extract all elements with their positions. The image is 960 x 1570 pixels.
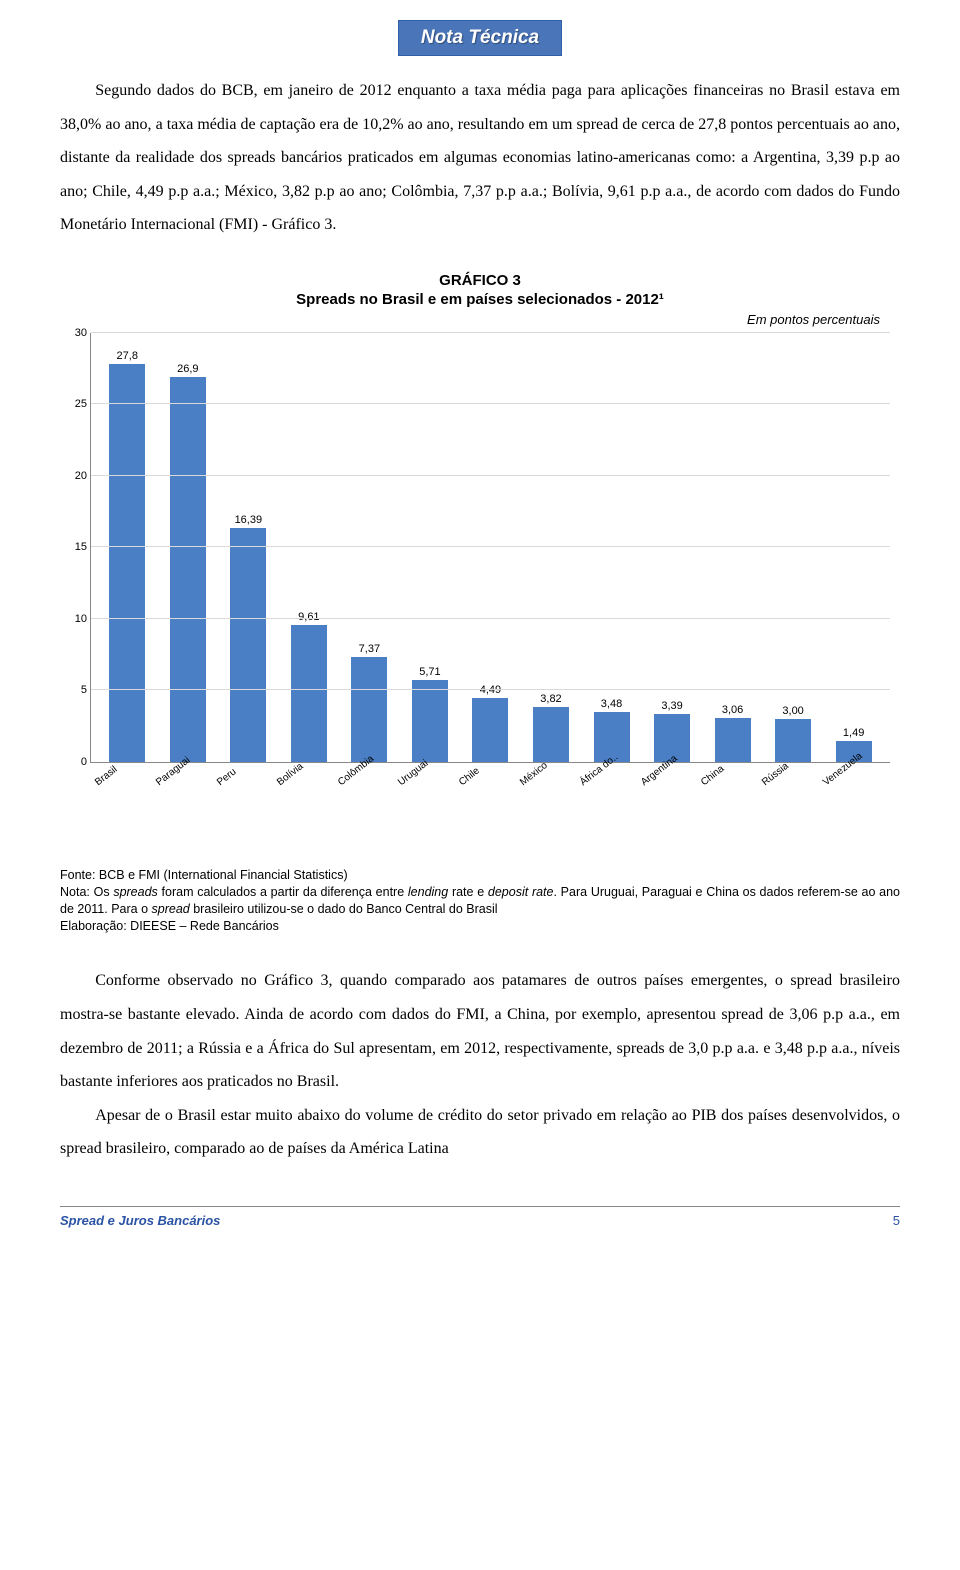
gridline [91, 332, 890, 333]
bar-value-label: 26,9 [177, 363, 198, 375]
bar-column: 5,71 [400, 666, 460, 762]
gridline [91, 546, 890, 547]
bars-group: 27,8 26,9 16,39 9,61 7,37 5,71 4,49 3,82 3,48 3,3… [91, 333, 890, 762]
gridline [91, 689, 890, 690]
source-block: Fonte: BCB e FMI (International Financia… [60, 867, 900, 935]
chart-title: GRÁFICO 3 [60, 272, 900, 289]
y-tick-label: 20 [63, 470, 87, 482]
source-line-1: Fonte: BCB e FMI (International Financia… [60, 867, 900, 884]
bar-value-label: 3,00 [782, 705, 803, 717]
bar-value-label: 3,06 [722, 704, 743, 716]
bar-column: 7,37 [339, 643, 399, 762]
y-tick-label: 30 [63, 327, 87, 339]
bar-value-label: 3,39 [661, 700, 682, 712]
page-footer: Spread e Juros Bancários 5 [60, 1206, 900, 1228]
source-line-2: Nota: Os spreads foram calculados a part… [60, 884, 900, 918]
bar-value-label: 3,48 [601, 698, 622, 710]
bar-value-label: 3,82 [540, 693, 561, 705]
y-tick-label: 5 [63, 684, 87, 696]
chart-unit-label: Em pontos percentuais [60, 312, 880, 327]
para2-text: Conforme observado no Gráfico 3, quando … [60, 964, 900, 1098]
bar [109, 364, 145, 762]
bar [170, 377, 206, 762]
bar-value-label: 1,49 [843, 727, 864, 739]
bar-column: 4,49 [460, 684, 520, 762]
chart-container: GRÁFICO 3 Spreads no Brasil e em países … [60, 272, 900, 827]
bar [230, 528, 266, 762]
bar-column: 27,8 [97, 350, 157, 762]
footer-page-number: 5 [893, 1213, 900, 1228]
footer-title: Spread e Juros Bancários [60, 1213, 220, 1228]
gridline [91, 475, 890, 476]
chart-subtitle: Spreads no Brasil e em países selecionad… [60, 291, 900, 308]
paragraph-1: Segundo dados do BCB, em janeiro de 2012… [60, 74, 900, 242]
y-tick-label: 10 [63, 613, 87, 625]
y-tick-label: 25 [63, 398, 87, 410]
para1-text: Segundo dados do BCB, em janeiro de 2012… [60, 74, 900, 242]
source-line-3: Elaboração: DIEESE – Rede Bancários [60, 918, 900, 935]
bar-column: 9,61 [279, 611, 339, 762]
bar-value-label: 7,37 [359, 643, 380, 655]
bar [291, 625, 327, 762]
banner-label: Nota Técnica [398, 20, 562, 56]
header-banner: Nota Técnica [60, 20, 900, 56]
bar-column: 26,9 [158, 363, 218, 762]
bar-value-label: 9,61 [298, 611, 319, 623]
y-tick-label: 15 [63, 541, 87, 553]
chart-plot-area: 27,8 26,9 16,39 9,61 7,37 5,71 4,49 3,82 3,48 3,3… [90, 333, 890, 763]
gridline [91, 403, 890, 404]
bar-value-label: 16,39 [235, 514, 263, 526]
bar-value-label: 5,71 [419, 666, 440, 678]
bar-value-label: 27,8 [117, 350, 138, 362]
x-axis-labels: BrasilParaguaiPeruBolíviaColômbiaUruguai… [90, 763, 890, 827]
paragraph-2-3: Conforme observado no Gráfico 3, quando … [60, 964, 900, 1166]
y-tick-label: 0 [63, 756, 87, 768]
bar-column: 16,39 [218, 514, 278, 762]
para3-text: Apesar de o Brasil estar muito abaixo do… [60, 1099, 900, 1166]
gridline [91, 618, 890, 619]
